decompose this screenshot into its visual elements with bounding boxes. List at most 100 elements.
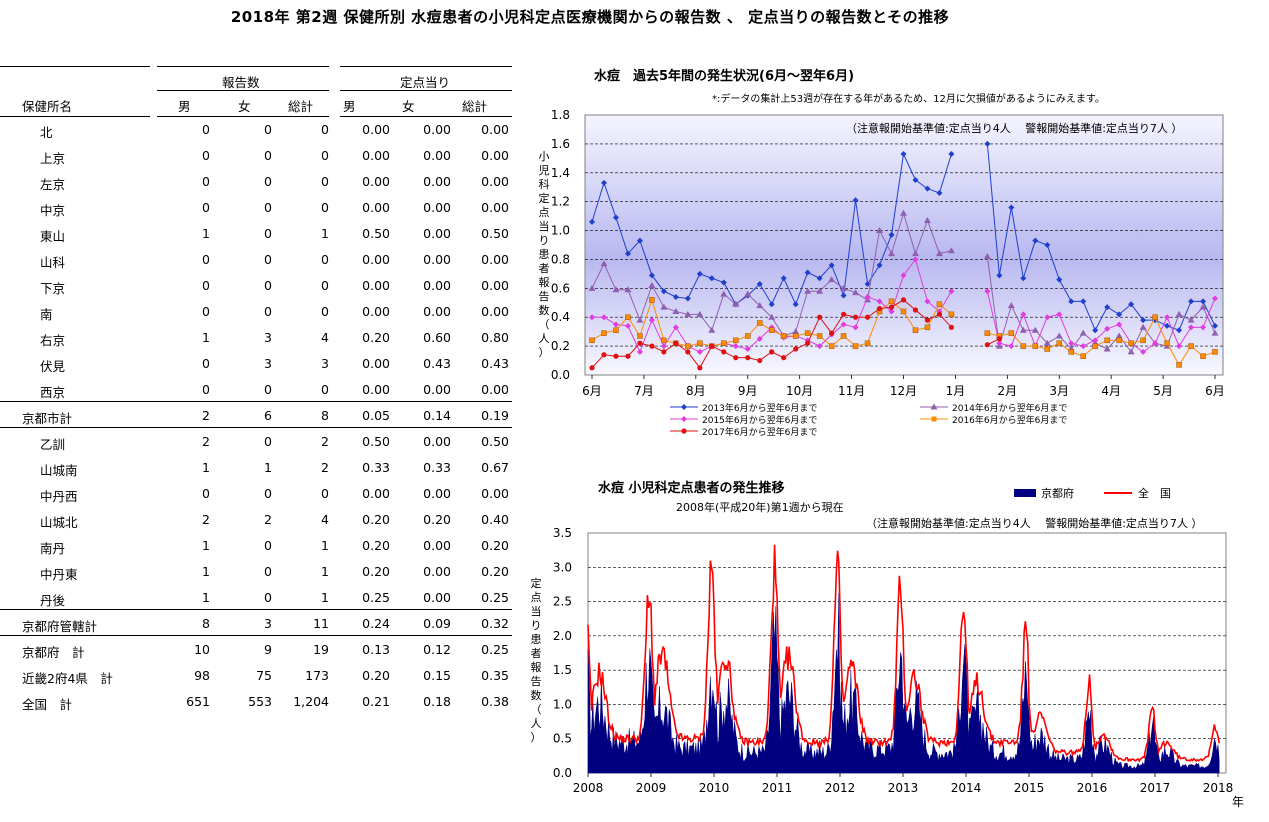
chart1-point	[984, 330, 991, 336]
cell-t: 0	[321, 278, 329, 293]
chart1-point	[1020, 311, 1027, 318]
chart1-point	[661, 349, 667, 355]
chart1-point	[780, 275, 787, 282]
chart1-x-tick: 4月	[1101, 384, 1121, 398]
chart1-point	[780, 333, 787, 339]
row-name: 中丹東	[40, 567, 78, 582]
chart1-point	[601, 352, 607, 358]
cell-m: 0	[202, 382, 210, 397]
cell-t: 0	[321, 200, 329, 215]
cell-f: 0	[264, 538, 272, 553]
chart1-point	[757, 357, 763, 364]
cell-f: 6	[264, 408, 272, 423]
table-top-rule	[157, 66, 329, 67]
chart2-y-tick: 2.0	[553, 629, 572, 643]
table-row: 右京 1 3 4 0.20 0.60 0.80	[0, 324, 520, 350]
chart1-point	[708, 275, 715, 282]
chart1-point	[1007, 302, 1015, 309]
cell-f: 0	[264, 278, 272, 293]
chart1-point	[1092, 337, 1099, 344]
cell-m: 1	[202, 538, 210, 553]
cell-pt: 0.40	[481, 512, 509, 527]
chart1-point	[1020, 343, 1027, 349]
chart1-point	[733, 355, 739, 361]
cell-pt: 0.25	[481, 590, 509, 605]
chart1-point	[816, 343, 823, 350]
chart1-point	[911, 250, 919, 257]
cell-pt: 0.00	[481, 200, 509, 215]
chart1-x-tick: 12月	[890, 384, 917, 398]
cell-pm: 0.25	[362, 590, 390, 605]
chart1-point	[888, 231, 895, 238]
cell-pt: 0.20	[481, 538, 509, 553]
cell-m: 8	[202, 616, 210, 631]
chart2-x-tick: 2018	[1203, 781, 1234, 795]
chart1-point	[1200, 324, 1207, 331]
cell-pt: 0.35	[481, 668, 509, 683]
cell-pf: 0.00	[423, 174, 451, 189]
cell-t: 0	[321, 304, 329, 319]
chart1-point	[649, 297, 655, 303]
cell-t: 0	[321, 122, 329, 137]
cell-m: 0	[202, 356, 210, 371]
chart1-point	[612, 286, 620, 293]
chart1-point	[768, 301, 775, 308]
chart2-y-tick: 3.5	[553, 526, 572, 540]
chart1-point	[888, 250, 896, 257]
chart1-x-tick: 8月	[686, 384, 706, 398]
row-name: 京都府 計	[22, 645, 85, 660]
cell-m: 0	[202, 486, 210, 501]
chart1-point	[672, 294, 679, 300]
cell-pt: 0.00	[481, 252, 509, 267]
chart1-y-label-char: 告	[539, 290, 550, 303]
chart1-point	[912, 177, 919, 183]
chart1-point	[1080, 343, 1087, 350]
cell-pf: 0.00	[423, 538, 451, 553]
chart1-point	[600, 260, 608, 267]
chart1-point	[1115, 332, 1123, 339]
chart1-point	[756, 302, 764, 309]
chart1-point	[1128, 340, 1134, 346]
chart1-point	[840, 284, 848, 291]
chart2-national-series	[587, 544, 1220, 763]
cell-pf: 0.00	[423, 200, 451, 215]
chart1-point	[996, 340, 1003, 347]
chart1-point	[936, 308, 943, 315]
row-name: 全国 計	[22, 697, 73, 712]
chart2-x-tick: 2016	[1077, 781, 1108, 795]
row-name: 西京	[40, 385, 66, 400]
chart1-x-tick: 6月	[582, 384, 602, 398]
chart2-kyoto-area	[587, 593, 1220, 774]
table-row: 山科 0 0 0 0.00 0.00 0.00	[0, 246, 520, 272]
chart2-legend-label-national: 全 国	[1138, 486, 1171, 500]
cell-t: 1	[321, 226, 329, 241]
table-row: 南丹 1 0 1 0.20 0.00 0.20	[0, 532, 520, 558]
chart1-point	[636, 348, 643, 355]
row-name: 南	[40, 307, 53, 322]
cell-pm: 0.20	[362, 330, 390, 345]
chart1-point	[1068, 298, 1075, 305]
chart1-point	[721, 349, 727, 355]
chart1-point	[660, 343, 667, 350]
chart1-legend-marker	[930, 403, 938, 410]
table-row: 西京 0 0 0 0.00 0.00 0.00	[0, 376, 520, 402]
chart1-point	[1056, 340, 1062, 346]
chart1-point	[1152, 314, 1158, 320]
chart1-point	[781, 355, 787, 361]
chart1-point	[840, 333, 847, 339]
five-year-line-chart: 水痘 過去5年間の発生状況(6月～翌年6月) *:データの集計上53週が存在する…	[539, 68, 1225, 438]
cell-t: 11	[313, 616, 329, 631]
chart2-y-label-char: 患	[531, 633, 542, 646]
chart1-point	[876, 305, 883, 312]
table-row: 上京 0 0 0 0.00 0.00 0.00	[0, 142, 520, 168]
chart1-series-line	[986, 291, 1216, 353]
chart1-point	[696, 348, 703, 355]
chart2-national-line	[587, 544, 1220, 763]
section-rule	[0, 427, 512, 428]
chart1-point	[816, 287, 824, 294]
cell-m: 1	[202, 226, 210, 241]
cell-pm: 0.20	[362, 668, 390, 683]
chart1-y-label-char: 報	[539, 276, 550, 289]
table-row: 全国 計 651 553 1,204 0.21 0.18 0.38	[0, 688, 520, 714]
cell-f: 553	[248, 694, 272, 709]
